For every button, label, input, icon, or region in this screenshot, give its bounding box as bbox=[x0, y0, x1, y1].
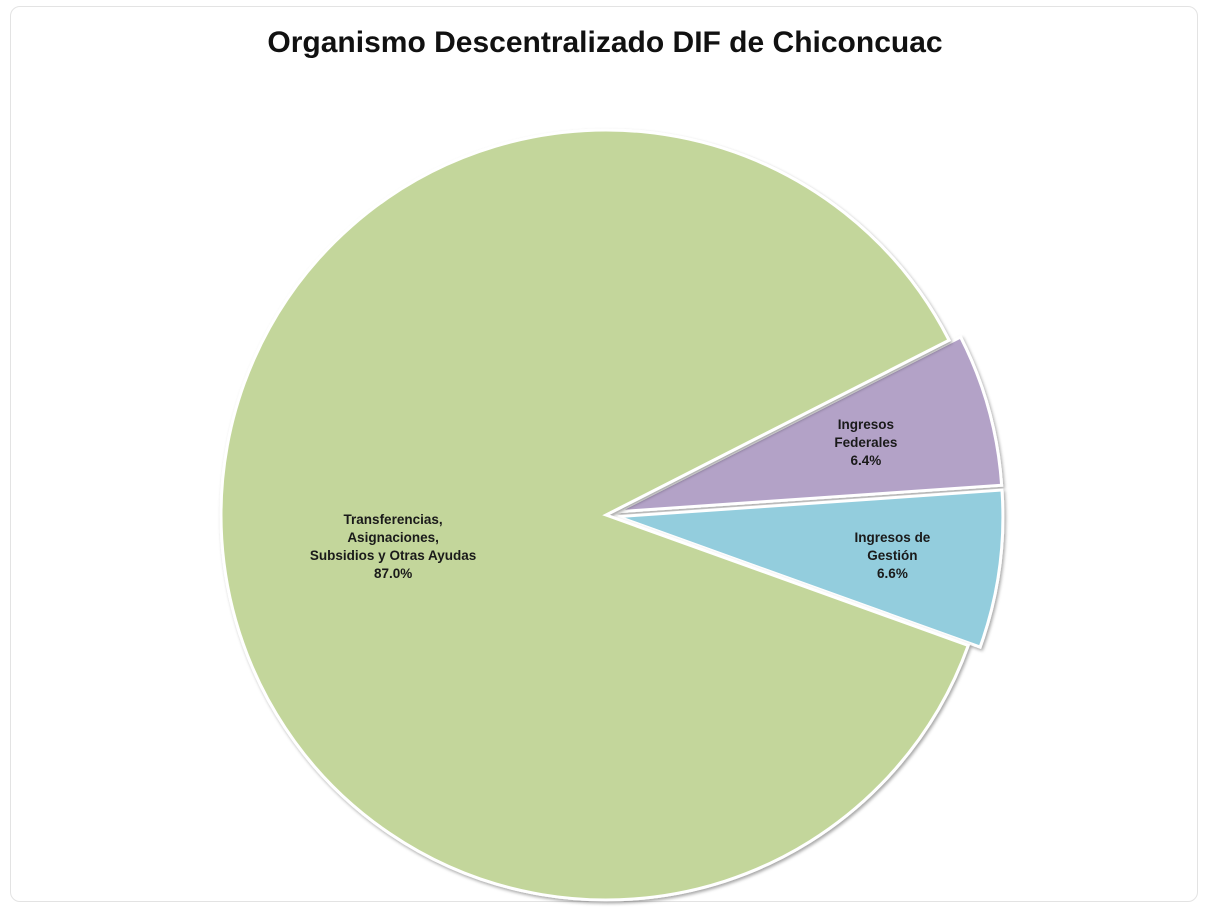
slice-label-ingresos-de-gestion: Ingresos de Gestión 6.6% bbox=[855, 530, 931, 581]
slice-name-line: Ingresos de bbox=[855, 530, 931, 545]
chart-title: Organismo Descentralizado DIF de Chiconc… bbox=[267, 26, 943, 59]
slice-name-line: Transferencias, bbox=[344, 512, 443, 527]
slice-name-line: Gestión bbox=[867, 548, 917, 563]
slice-name-line: Asignaciones, bbox=[347, 530, 439, 545]
slice-name-line: Federales bbox=[834, 435, 897, 450]
slice-name-line: Ingresos bbox=[838, 417, 894, 432]
slice-label-transferencias-asignaciones: Transferencias, Asignaciones, Subsidios y … bbox=[310, 512, 476, 581]
slice-name-line: Subsidios y Otras Ayudas bbox=[310, 548, 476, 563]
slice-value-label: 6.6% bbox=[877, 566, 908, 581]
slice-value-label: 87.0% bbox=[374, 566, 412, 581]
pie-slice-ingresos-de-gestion bbox=[617, 488, 1005, 649]
pie-slice-transferencias-asignaciones bbox=[219, 128, 971, 902]
slice-label-ingresos-federales: Ingresos Federales 6.4% bbox=[834, 417, 897, 468]
pie-slice-ingresos-federales bbox=[616, 334, 1004, 514]
slice-value-label: 6.4% bbox=[850, 453, 881, 468]
